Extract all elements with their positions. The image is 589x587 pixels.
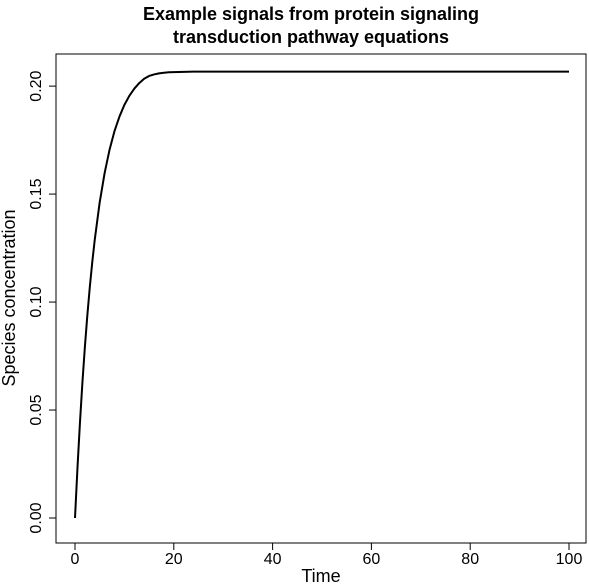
x-tick-label: 100 <box>556 551 583 568</box>
y-axis-label: Species concentration <box>0 209 19 386</box>
series-line-1 <box>74 70 569 519</box>
y-axis: 0.00 0.05 0.10 0.15 0.20 <box>28 70 57 534</box>
y-tick-label: 0.05 <box>28 394 45 425</box>
x-tick-label: 80 <box>461 551 479 568</box>
x-tick-label: 60 <box>363 551 381 568</box>
y-tick-label: 0.20 <box>28 70 45 101</box>
chart-title-line-2: transduction pathway equations <box>173 27 449 47</box>
x-tick-label: 0 <box>71 551 80 568</box>
y-tick-label: 0.10 <box>28 286 45 317</box>
x-axis-label: Time <box>301 566 340 586</box>
y-tick-label: 0.00 <box>28 502 45 533</box>
x-axis: 0 20 40 60 80 100 <box>71 542 583 568</box>
x-tick-label: 20 <box>165 551 183 568</box>
x-tick-label: 40 <box>264 551 282 568</box>
chart-title-line-1: Example signals from protein signaling <box>143 4 479 24</box>
plot-frame <box>55 53 587 544</box>
series-layer <box>74 70 569 519</box>
y-tick-label: 0.15 <box>28 178 45 209</box>
